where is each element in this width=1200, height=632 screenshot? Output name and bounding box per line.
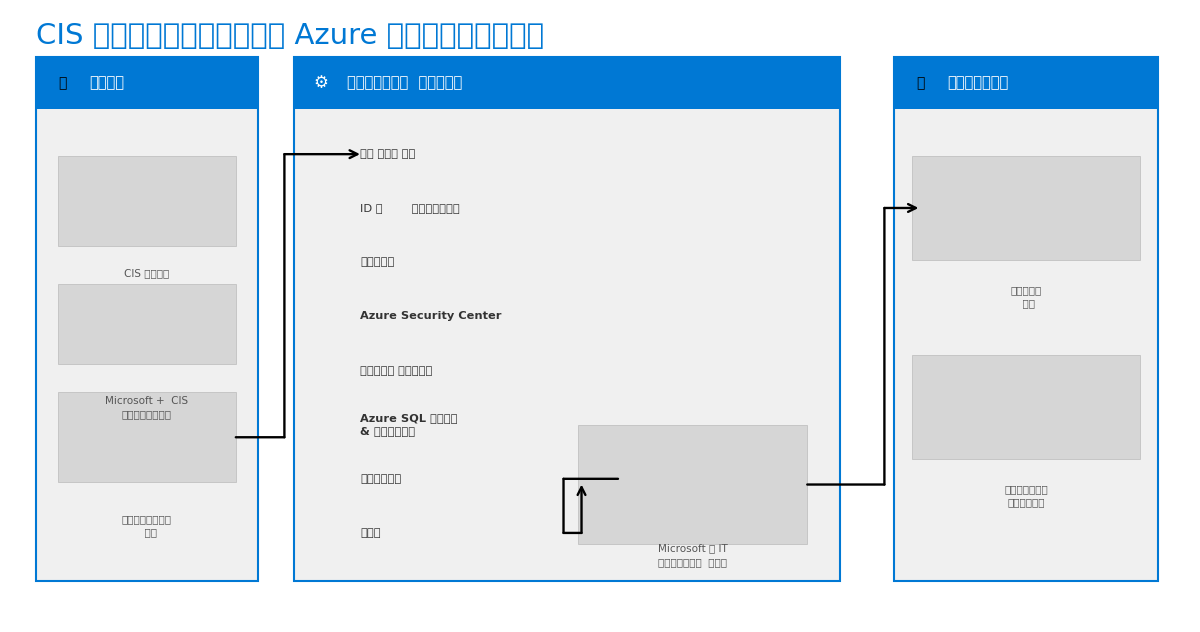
Text: ストレージ アカウント: ストレージ アカウント: [360, 365, 432, 375]
Bar: [912, 156, 1140, 260]
Bar: [36, 57, 258, 109]
Text: Azure SQL サービス
& データベース: Azure SQL サービス & データベース: [360, 413, 457, 436]
Bar: [59, 156, 236, 246]
Text: 🗺: 🗺: [917, 76, 924, 90]
Text: CIS とは何か: CIS とは何か: [125, 268, 169, 278]
Text: 次の手順を計画: 次の手順を計画: [947, 75, 1008, 90]
Text: Microsoft +  CIS
パートナーシップ: Microsoft + CIS パートナーシップ: [106, 396, 188, 419]
Bar: [59, 392, 236, 482]
Text: ベンチマークと  テクノロジ: ベンチマークと テクノロジ: [347, 75, 462, 90]
Text: これを先に
  行う: これを先に 行う: [1010, 285, 1042, 308]
Text: Microsoft の IT
導入プロセスと  ツール: Microsoft の IT 導入プロセスと ツール: [658, 544, 727, 567]
Bar: [59, 284, 236, 364]
Bar: [294, 57, 840, 581]
Text: ベンチマークとは
  何か: ベンチマークとは 何か: [122, 514, 172, 537]
Bar: [912, 355, 1140, 459]
Text: ログ 記録と 監視: ログ 記録と 監視: [360, 149, 415, 159]
Text: 仮想マシン: 仮想マシン: [360, 257, 395, 267]
Text: CIS ベンチマークを使用した Azure ワークロードの保護: CIS ベンチマークを使用した Azure ワークロードの保護: [36, 22, 544, 50]
Text: ID と        アクセスの管理: ID と アクセスの管理: [360, 204, 460, 213]
Bar: [894, 57, 1158, 109]
Bar: [36, 57, 258, 581]
Text: Azure Security Center: Azure Security Center: [360, 312, 502, 322]
Text: はじめに: はじめに: [89, 75, 124, 90]
Text: 🌐: 🌐: [59, 76, 66, 90]
Bar: [578, 425, 808, 544]
Text: ⚙: ⚙: [313, 74, 328, 92]
Text: ネットワーク: ネットワーク: [360, 474, 401, 484]
Text: その他: その他: [360, 528, 380, 538]
Bar: [894, 57, 1158, 581]
Text: 次に、これらの
計画を始める: 次に、これらの 計画を始める: [1004, 484, 1048, 507]
Bar: [294, 57, 840, 109]
